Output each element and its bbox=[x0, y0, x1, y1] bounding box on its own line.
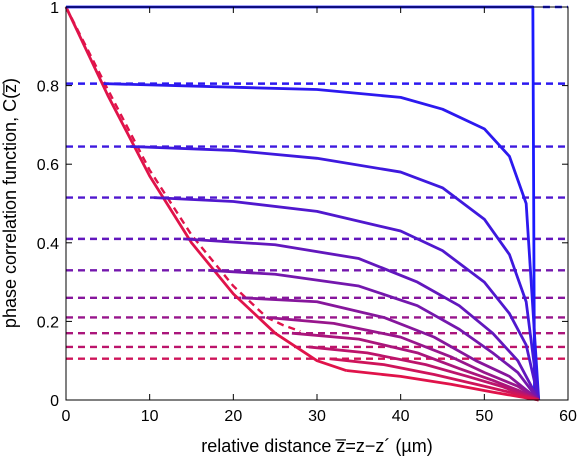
series-line-12 bbox=[346, 369, 539, 402]
x-axis-label: relative distance z̅=z−z´ (µm) bbox=[201, 436, 432, 456]
chart-marks bbox=[64, 5, 568, 402]
y-tick-label: 0.4 bbox=[37, 236, 59, 253]
axes-frame bbox=[65, 6, 569, 401]
series-line-5 bbox=[183, 237, 540, 401]
y-tick-label: 0.8 bbox=[37, 79, 59, 96]
series-line-10 bbox=[308, 345, 540, 402]
x-tick-label: 40 bbox=[392, 408, 410, 425]
y-tick-label: 1 bbox=[50, 0, 59, 17]
solid-envelope-line bbox=[64, 6, 347, 372]
x-tick-label: 30 bbox=[308, 408, 326, 425]
series-line-6 bbox=[208, 268, 540, 401]
series-line-4 bbox=[153, 196, 541, 401]
x-tick-label: 60 bbox=[559, 408, 577, 425]
y-tick-label: 0.2 bbox=[37, 314, 59, 331]
series-line-7 bbox=[241, 296, 540, 402]
axis-ticks bbox=[65, 6, 569, 401]
x-tick-label: 0 bbox=[62, 408, 71, 425]
series-line-8 bbox=[266, 316, 540, 402]
y-axis-label: phase correlation function, C(z̅) bbox=[0, 78, 20, 328]
x-tick-label: 50 bbox=[475, 408, 493, 425]
series-line-11 bbox=[329, 357, 540, 402]
y-tick-label: 0.6 bbox=[37, 157, 59, 174]
tick-labels: 0 10 20 30 40 50 60 0 0.2 0.4 0.6 0.8 1 bbox=[37, 0, 577, 425]
series-line-9 bbox=[291, 331, 540, 402]
y-tick-label: 0 bbox=[50, 393, 59, 410]
plot-area: 0 10 20 30 40 50 60 0 0.2 0.4 0.6 0.8 1 bbox=[37, 0, 577, 425]
x-tick-label: 10 bbox=[141, 408, 159, 425]
dashed-envelope-line bbox=[64, 6, 301, 333]
series-line-2 bbox=[103, 82, 541, 401]
series-line-3 bbox=[130, 145, 541, 401]
x-tick-label: 20 bbox=[224, 408, 242, 425]
